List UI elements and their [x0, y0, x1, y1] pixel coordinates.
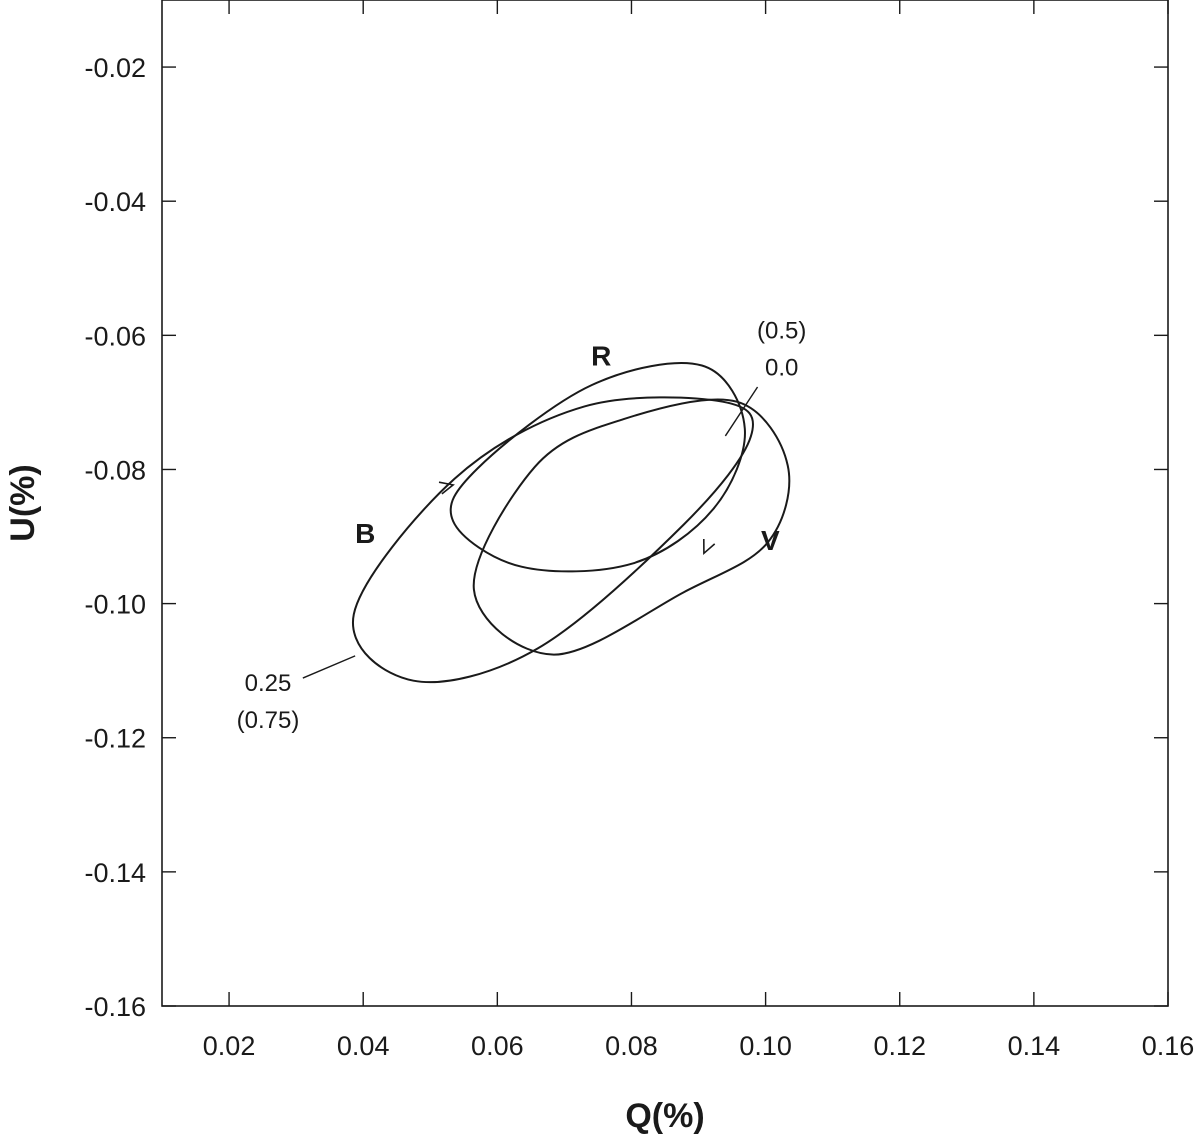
direction-arrow — [703, 538, 716, 556]
x-tick-label: 0.10 — [739, 1031, 792, 1061]
y-tick-label: -0.02 — [84, 53, 146, 83]
phase-leader-line — [724, 386, 759, 437]
x-axis-title: Q(%) — [625, 1097, 704, 1134]
phase-annotation-text: (0.5) — [757, 318, 806, 345]
x-tick-label: 0.12 — [873, 1031, 926, 1061]
x-tick-label: 0.04 — [337, 1031, 390, 1061]
annotations-group: (0.5) 0.0 0.25 (0.75) — [237, 318, 807, 734]
loop-r — [449, 362, 746, 573]
phase-annotation-text: (0.75) — [237, 707, 300, 734]
direction-arrow — [438, 481, 455, 495]
y-tick-label: -0.04 — [84, 187, 146, 217]
phase-leader-line — [302, 655, 356, 679]
series-label-v: V — [761, 525, 780, 556]
plot-frame — [161, 0, 1169, 1007]
x-tick-label: 0.16 — [1142, 1031, 1195, 1061]
y-tick-label: -0.14 — [84, 858, 146, 888]
y-tick-label: -0.10 — [84, 590, 146, 620]
tick-labels-group: 0.02 0.04 0.06 0.08 0.10 0.12 0.14 0.16 -0.02 -0.… — [84, 53, 1194, 1061]
x-tick-label: 0.06 — [471, 1031, 524, 1061]
y-tick-label: -0.06 — [84, 321, 146, 351]
y-tick-label: -0.08 — [84, 455, 146, 485]
x-tick-label: 0.14 — [1008, 1031, 1061, 1061]
x-tick-label: 0.02 — [203, 1031, 256, 1061]
y-axis-title: U(%) — [4, 464, 42, 541]
series-label-b: B — [355, 518, 375, 549]
axis-ticks-group — [162, 0, 1169, 1007]
x-tick-label: 0.08 — [605, 1031, 658, 1061]
arrows-group — [438, 481, 716, 556]
curves-group: R V B — [351, 341, 791, 684]
y-tick-label: -0.16 — [84, 992, 146, 1022]
series-label-r: R — [591, 341, 611, 372]
y-tick-label: -0.12 — [84, 724, 146, 754]
phase-annotation-text: 0.25 — [245, 670, 292, 697]
loop-b — [351, 396, 755, 684]
phase-annotation-text: 0.0 — [765, 355, 798, 382]
loop-v — [472, 398, 791, 656]
